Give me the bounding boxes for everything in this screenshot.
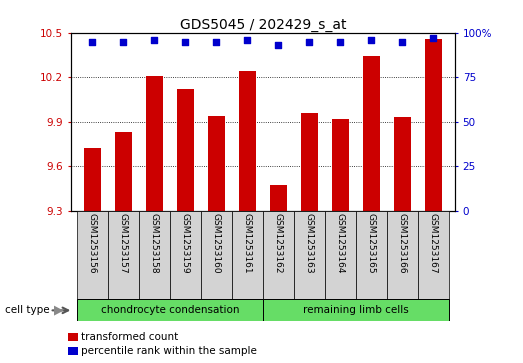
- Bar: [146, 76, 163, 211]
- Text: GSM1253167: GSM1253167: [429, 213, 438, 274]
- Bar: [77, 211, 108, 299]
- Text: percentile rank within the sample: percentile rank within the sample: [81, 346, 257, 356]
- Text: GSM1253165: GSM1253165: [367, 213, 376, 274]
- Bar: [394, 117, 411, 211]
- Point: [367, 37, 376, 43]
- Point: [305, 38, 313, 44]
- Point: [398, 38, 406, 44]
- Text: GSM1253162: GSM1253162: [274, 213, 283, 274]
- Text: GSM1253156: GSM1253156: [88, 213, 97, 274]
- Bar: [77, 299, 263, 321]
- Point: [88, 38, 96, 44]
- Bar: [139, 211, 170, 299]
- Text: GSM1253159: GSM1253159: [181, 213, 190, 274]
- Bar: [84, 148, 101, 211]
- Bar: [170, 211, 201, 299]
- Bar: [363, 56, 380, 211]
- Text: GSM1253164: GSM1253164: [336, 213, 345, 274]
- Bar: [270, 185, 287, 211]
- Text: GSM1253166: GSM1253166: [398, 213, 407, 274]
- Bar: [425, 38, 442, 211]
- Text: GSM1253157: GSM1253157: [119, 213, 128, 274]
- Text: cell type: cell type: [5, 305, 50, 315]
- Bar: [201, 211, 232, 299]
- Bar: [332, 119, 349, 211]
- Text: chondrocyte condensation: chondrocyte condensation: [100, 305, 239, 315]
- Title: GDS5045 / 202429_s_at: GDS5045 / 202429_s_at: [179, 18, 346, 32]
- Bar: [301, 113, 318, 211]
- Bar: [177, 89, 194, 211]
- Text: transformed count: transformed count: [81, 332, 178, 342]
- Bar: [325, 211, 356, 299]
- Bar: [208, 116, 225, 211]
- Point: [243, 37, 252, 43]
- Text: ▶: ▶: [54, 304, 64, 317]
- Point: [150, 37, 158, 43]
- Bar: [108, 211, 139, 299]
- Bar: [418, 211, 449, 299]
- Bar: [239, 71, 256, 211]
- Point: [274, 42, 282, 48]
- Bar: [115, 132, 132, 211]
- Text: GSM1253160: GSM1253160: [212, 213, 221, 274]
- Bar: [294, 211, 325, 299]
- Point: [429, 35, 438, 41]
- Text: GSM1253163: GSM1253163: [305, 213, 314, 274]
- Bar: [232, 211, 263, 299]
- Bar: [263, 299, 449, 321]
- Bar: [387, 211, 418, 299]
- Text: GSM1253158: GSM1253158: [150, 213, 159, 274]
- Text: GSM1253161: GSM1253161: [243, 213, 252, 274]
- Bar: [263, 211, 294, 299]
- Point: [119, 38, 128, 44]
- Point: [181, 38, 189, 44]
- Bar: [356, 211, 387, 299]
- Text: remaining limb cells: remaining limb cells: [303, 305, 408, 315]
- Point: [336, 38, 345, 44]
- Point: [212, 38, 221, 44]
